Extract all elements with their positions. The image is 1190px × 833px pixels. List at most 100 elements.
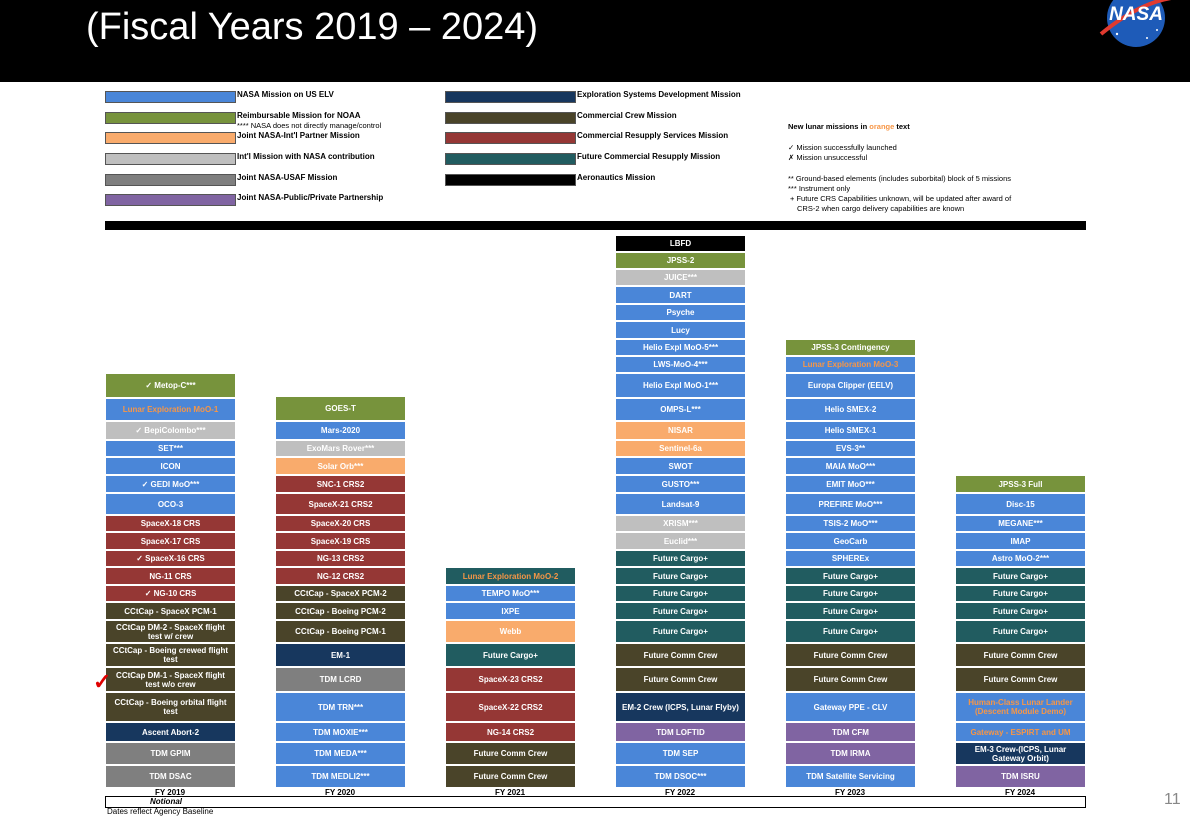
mission-box: TSIS-2 MoO*** (785, 515, 916, 532)
lunar-note: New lunar missions in orange text (788, 122, 910, 131)
legend-swatch (445, 112, 576, 124)
mission-box: TDM IRMA (785, 742, 916, 765)
crs-future-note-1: + Future CRS Capabilities unknown, will … (790, 194, 1012, 203)
mission-box: TDM LCRD (275, 667, 406, 692)
mission-box: TEMPO MoO*** (445, 585, 576, 602)
mission-box: SNC-1 CRS2 (275, 475, 406, 493)
mission-box: NISAR (615, 421, 746, 440)
mission-box: Future Cargo+ (615, 585, 746, 602)
ground-note: ** Ground-based elements (includes subor… (788, 174, 1012, 183)
mission-box: Future Cargo+ (615, 620, 746, 643)
mission-box: ✓ Metop-C*** (105, 373, 236, 398)
legend-label: Aeronautics Mission (577, 173, 656, 182)
mission-box: Gateway - ESPIRT and UM (955, 722, 1086, 742)
dates-note: Dates reflect Agency Baseline (107, 807, 214, 816)
fiscal-year-label: FY 2023 (834, 788, 866, 797)
fiscal-year-label: FY 2024 (1004, 788, 1036, 797)
mission-box: CCtCap - Boeing crewed flight test (105, 643, 236, 667)
legend-swatch (105, 91, 236, 103)
mission-box: Future Comm Crew (445, 765, 576, 788)
mission-box: Disc-15 (955, 493, 1086, 515)
fiscal-year-label: FY 2020 (324, 788, 356, 797)
mission-box: Helio Expl MoO-5*** (615, 339, 746, 356)
legend-label: Int'l Mission with NASA contribution (237, 152, 375, 161)
mission-box: TDM CFM (785, 722, 916, 742)
mission-box: TDM Satellite Servicing (785, 765, 916, 788)
nasa-meatball-icon (1099, 0, 1172, 47)
mission-box: CCtCap - SpaceX PCM-1 (105, 602, 236, 620)
lunar-note-suffix: text (894, 122, 910, 131)
mission-box: IMAP (955, 532, 1086, 550)
divider-bar (105, 221, 1086, 230)
mission-box: Future Comm Crew (955, 643, 1086, 667)
mission-box: Helio Expl MoO-1*** (615, 373, 746, 398)
mission-box: Europa Clipper (EELV) (785, 373, 916, 398)
mission-box: Future Cargo+ (615, 550, 746, 567)
mission-box: SWOT (615, 457, 746, 475)
mission-box: ✓ NG-10 CRS (105, 585, 236, 602)
instrument-note: *** Instrument only (788, 184, 851, 193)
crs-future-note-2: CRS-2 when cargo delivery capabilities a… (797, 204, 965, 213)
mission-box: Ascent Abort-2 (105, 722, 236, 742)
mission-box: Future Cargo+ (955, 602, 1086, 620)
mission-box: IXPE (445, 602, 576, 620)
mission-box: GOES-T (275, 396, 406, 421)
legend-swatch (445, 174, 576, 186)
mission-box: SpaceX-17 CRS (105, 532, 236, 550)
mission-box: TDM GPIM (105, 742, 236, 765)
mission-box: Future Comm Crew (785, 667, 916, 692)
mission-box: CCtCap - SpaceX PCM-2 (275, 585, 406, 602)
mission-box: TDM ISRU (955, 765, 1086, 788)
mission-box: JUICE*** (615, 269, 746, 286)
mission-box: CCtCap DM-1 - SpaceX flight test w/o cre… (105, 667, 236, 692)
mission-box: EM-1 (275, 643, 406, 667)
mission-box: JPSS-3 Full (955, 475, 1086, 493)
title-bar: (Fiscal Years 2019 – 2024) NASA (0, 0, 1190, 82)
lunar-note-orange: orange (869, 122, 895, 131)
mission-box: Gateway PPE - CLV (785, 692, 916, 722)
mission-box: EM-2 Crew (ICPS, Lunar Flyby) (615, 692, 746, 722)
mission-box: NG-11 CRS (105, 567, 236, 585)
mission-box: Future Cargo+ (785, 620, 916, 643)
legend-label: Joint NASA-Int'l Partner Mission (237, 131, 360, 140)
legend-swatch (105, 132, 236, 144)
mission-box: TDM DSOC*** (615, 765, 746, 788)
mission-box: Future Comm Crew (785, 643, 916, 667)
mission-box: Future Cargo+ (955, 567, 1086, 585)
legend-label: Joint NASA-USAF Mission (237, 173, 338, 182)
mission-box: Landsat-9 (615, 493, 746, 515)
legend-swatch (445, 91, 576, 103)
mission-box: SpaceX-23 CRS2 (445, 667, 576, 692)
mission-box: LBFD (615, 235, 746, 252)
mission-box: Psyche (615, 304, 746, 321)
mission-box: EVS-3** (785, 440, 916, 457)
mission-box: Future Cargo+ (785, 602, 916, 620)
mission-box: Lunar Exploration MoO-3 (785, 356, 916, 373)
mission-box: TDM MOXIE*** (275, 722, 406, 742)
mission-box: Future Cargo+ (445, 643, 576, 667)
legend-swatch (105, 153, 236, 165)
mission-box: Mars-2020 (275, 421, 406, 440)
legend-label: NASA Mission on US ELV (237, 90, 334, 99)
legend-swatch (105, 174, 236, 186)
mission-box: SpaceX-21 CRS2 (275, 493, 406, 515)
mission-box: ✓ BepiColombo*** (105, 421, 236, 440)
legend-swatch (445, 153, 576, 165)
legend-swatch (105, 194, 236, 206)
mission-box: NG-12 CRS2 (275, 567, 406, 585)
mission-box: TDM MEDA*** (275, 742, 406, 765)
legend-swatch (105, 112, 236, 124)
mission-box: Euclid*** (615, 532, 746, 550)
lunar-note-prefix: New lunar missions in (788, 122, 870, 131)
mission-box: TDM SEP (615, 742, 746, 765)
mission-box: SpaceX-19 CRS (275, 532, 406, 550)
mission-box: Lunar Exploration MoO-1 (105, 398, 236, 421)
mission-box: CCtCap - Boeing orbital flight test (105, 692, 236, 722)
mission-box: SpaceX-22 CRS2 (445, 692, 576, 722)
mission-box: MEGANE*** (955, 515, 1086, 532)
mission-box: TDM TRN*** (275, 692, 406, 722)
nasa-logo-text: NASA (1109, 4, 1163, 25)
mission-box: GeoCarb (785, 532, 916, 550)
mission-box: PREFIRE MoO*** (785, 493, 916, 515)
mission-box: EMIT MoO*** (785, 475, 916, 493)
